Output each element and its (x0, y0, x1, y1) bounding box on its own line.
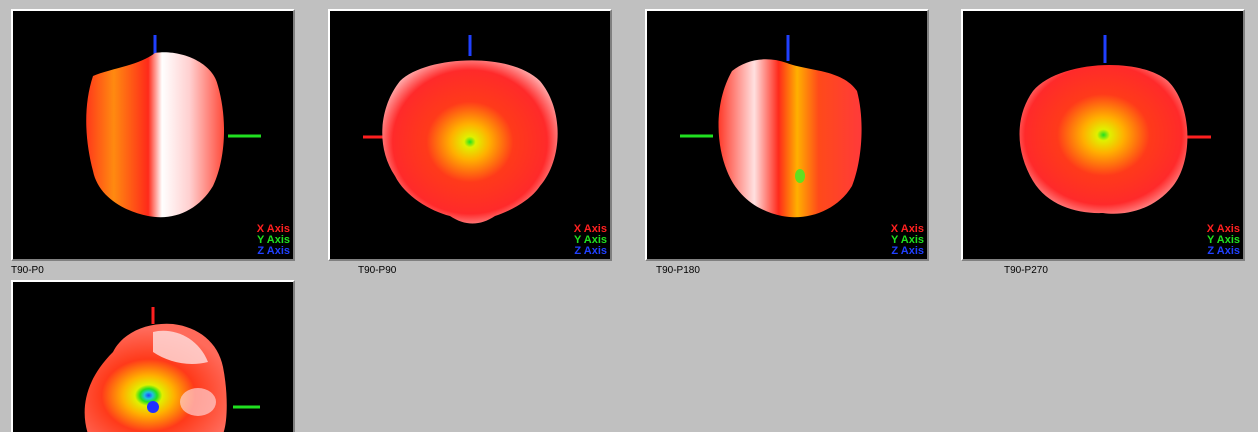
legend-y-axis: Y Axis (256, 234, 290, 246)
pattern-hotspot (795, 169, 805, 183)
caption-t90-p180: T90-P180 (656, 265, 700, 276)
pattern-highlight (180, 388, 216, 416)
pattern-plot-t90-p180 (680, 35, 862, 218)
caption-t90-p270: T90-P270 (1004, 265, 1048, 276)
legend-x-axis: X Axis (1206, 223, 1240, 235)
pattern-lobe (718, 59, 862, 218)
pattern-highlight (153, 330, 208, 364)
legend-y-axis: Y Axis (1206, 234, 1240, 246)
pattern-lobe (86, 52, 225, 218)
legend-x-axis: X Axis (256, 223, 290, 235)
view-panel-top[interactable] (11, 280, 295, 432)
pattern-lobe (382, 60, 558, 224)
caption-t90-p0: T90-P0 (11, 265, 44, 276)
legend-z-axis: Z Axis (1207, 245, 1240, 257)
axis-legend: X Axis Y Axis Z Axis (574, 224, 607, 257)
caption-t90-p90: T90-P90 (358, 265, 397, 276)
legend-x-axis: X Axis (573, 223, 607, 235)
pattern-plot-t90-p270 (1019, 35, 1211, 214)
legend-z-axis: Z Axis (574, 245, 607, 257)
view-panel-t90-p180[interactable]: X Axis Y Axis Z Axis (645, 9, 929, 261)
legend-y-axis: Y Axis (890, 234, 924, 246)
legend-z-axis: Z Axis (257, 245, 290, 257)
legend-y-axis: Y Axis (573, 234, 607, 246)
view-panel-t90-p90[interactable]: X Axis Y Axis Z Axis (328, 9, 612, 261)
axis-legend: X Axis Y Axis Z Axis (1207, 224, 1240, 257)
view-panel-t90-p0[interactable]: X Axis Y Axis Z Axis (11, 9, 295, 261)
pattern-plot-t90-p90 (363, 35, 558, 224)
pattern-plot-top (84, 307, 260, 432)
axis-legend: X Axis Y Axis Z Axis (257, 224, 290, 257)
pattern-lobe (1019, 64, 1188, 214)
legend-z-axis: Z Axis (891, 245, 924, 257)
pattern-plot-t90-p0 (86, 35, 261, 218)
axis-legend: X Axis Y Axis Z Axis (891, 224, 924, 257)
pattern-null (147, 401, 159, 413)
view-panel-t90-p270[interactable]: X Axis Y Axis Z Axis (961, 9, 1245, 261)
legend-x-axis: X Axis (890, 223, 924, 235)
